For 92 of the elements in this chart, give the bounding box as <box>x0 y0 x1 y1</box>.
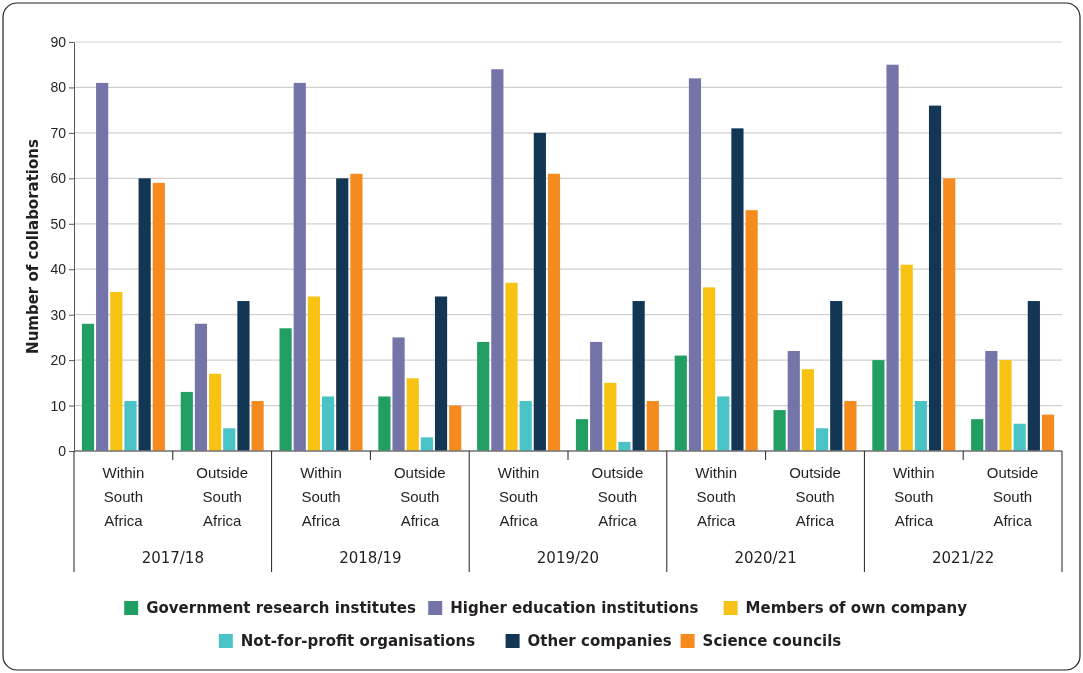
bar <box>505 282 518 451</box>
bar <box>773 410 786 451</box>
legend-label: Science councils <box>702 632 842 650</box>
bar <box>674 355 687 451</box>
bar <box>434 296 448 451</box>
x-tick-label: Within South Africa <box>695 464 738 529</box>
bar <box>731 128 744 451</box>
bar <box>152 182 165 451</box>
y-tick-label: 80 <box>50 79 67 96</box>
bar <box>844 401 857 451</box>
y-axis-title: Number of collaborations <box>24 139 42 354</box>
bar <box>688 78 702 451</box>
bar <box>646 401 659 451</box>
bar <box>307 296 321 451</box>
x-tick-label: Within South Africa <box>497 464 540 529</box>
bar <box>928 105 942 451</box>
x-tick-label: Within South Africa <box>102 464 145 529</box>
bar <box>1027 301 1040 451</box>
x-tick-label: Within South Africa <box>892 464 935 529</box>
x-tick-label: Outside South Africa <box>196 464 249 529</box>
bar <box>830 301 843 451</box>
legend-label: Other companies <box>527 632 672 650</box>
legend-label: Government research institutes <box>146 599 416 617</box>
bar <box>900 264 913 451</box>
legend-label: Not-for-profit organisations <box>240 632 476 650</box>
bar <box>293 82 306 451</box>
bar <box>279 328 292 451</box>
text: 2020/21 <box>734 549 797 567</box>
bar <box>745 210 758 451</box>
bar <box>406 378 419 451</box>
y-tick-label: 50 <box>50 215 67 232</box>
bar <box>604 382 617 451</box>
bar <box>251 401 264 451</box>
bar <box>533 132 546 451</box>
bar <box>180 391 193 451</box>
bar <box>632 301 645 451</box>
bar <box>209 373 222 451</box>
legend-label: Members of own company <box>745 599 968 617</box>
bar <box>223 428 236 451</box>
bar <box>575 419 589 451</box>
bar <box>717 396 730 451</box>
bar <box>985 351 998 451</box>
x-tick-label: Outside South Africa <box>986 464 1039 529</box>
y-tick-label: 60 <box>50 170 67 187</box>
bar <box>138 178 151 451</box>
legend-label: Higher education institutions <box>450 599 699 617</box>
bar <box>378 396 391 451</box>
bar <box>124 401 137 451</box>
bar <box>1041 414 1055 451</box>
x-tick-label: Outside South Africa <box>591 464 644 529</box>
x-tick-label: Outside South Africa <box>393 464 446 529</box>
bar <box>449 405 462 451</box>
bar <box>787 351 800 451</box>
bar <box>420 437 433 451</box>
bar <box>81 323 95 451</box>
bar <box>618 441 631 451</box>
y-tick-label: 20 <box>50 352 67 369</box>
x-tick-label: Within South Africa <box>300 464 342 529</box>
bar <box>477 341 490 451</box>
bar <box>491 69 504 451</box>
bar <box>547 173 561 451</box>
y-tick-label: 90 <box>50 33 67 50</box>
bar <box>194 323 208 451</box>
bar <box>1013 423 1026 451</box>
text: 2017/18 <box>141 549 204 567</box>
bar <box>886 64 899 451</box>
text: 2019/20 <box>536 549 600 567</box>
bar <box>971 419 984 451</box>
bar <box>801 369 815 451</box>
bar <box>872 360 885 451</box>
bar <box>703 287 716 451</box>
bar <box>519 401 532 451</box>
text: 2021/22 <box>932 549 995 567</box>
bar <box>350 173 363 451</box>
bar <box>336 178 349 451</box>
bar <box>110 291 123 451</box>
bar <box>590 341 603 451</box>
bar <box>321 396 335 451</box>
x-tick-label: Outside South Africa <box>789 464 841 529</box>
text: 2018/19 <box>339 549 402 567</box>
bar <box>914 401 927 451</box>
bar <box>392 337 405 451</box>
bar <box>943 178 956 451</box>
y-tick-label: 40 <box>50 261 67 278</box>
y-tick-label: 10 <box>50 397 67 414</box>
bar <box>237 301 250 451</box>
bar <box>999 360 1012 451</box>
bar <box>815 428 829 451</box>
y-tick-label: 70 <box>50 124 67 141</box>
bar <box>96 82 109 451</box>
y-tick-label: 30 <box>50 306 67 323</box>
y-tick-label: 0 <box>58 442 67 459</box>
